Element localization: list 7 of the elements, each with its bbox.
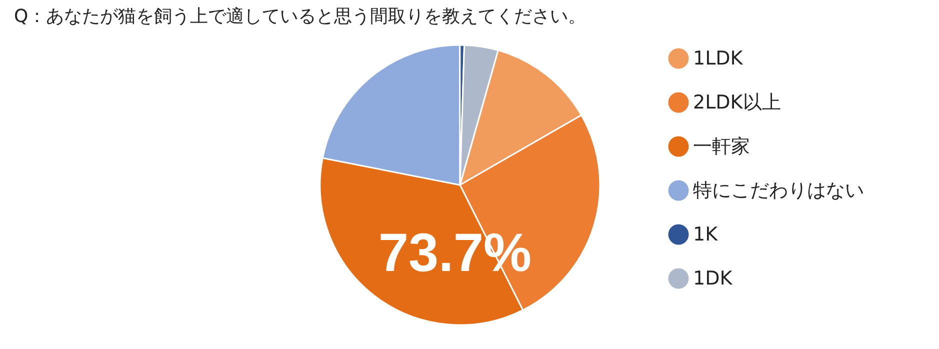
legend-label: 1K <box>693 224 718 246</box>
legend-label: 一軒家 <box>693 136 750 158</box>
legend-label: 2LDK以上 <box>693 92 781 114</box>
legend-label: 1DK <box>693 268 733 290</box>
legend-label: 特にこだわりはない <box>693 180 864 202</box>
legend-label: 1LDK <box>693 48 744 70</box>
chart-title: Q：あなたが猫を飼う上で適していると思う間取りを教えてください。 <box>14 6 586 27</box>
